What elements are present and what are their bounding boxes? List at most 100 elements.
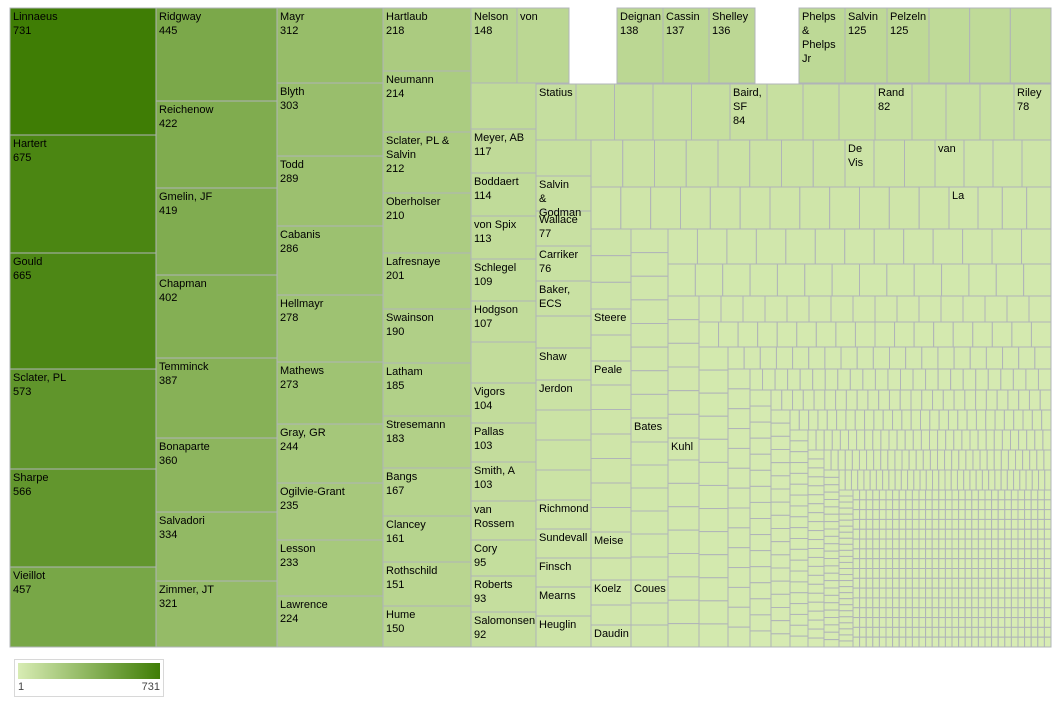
- tile-small-ao-11[interactable]: [823, 550, 840, 559]
- tile-small-ar-458[interactable]: [905, 636, 913, 648]
- tile-small-ar-439[interactable]: [977, 626, 986, 638]
- tile-small-m-9[interactable]: [859, 186, 890, 230]
- tile-small-aq-1[interactable]: [838, 495, 854, 503]
- tile-lawrence[interactable]: [276, 595, 384, 648]
- tile-small-aq-9[interactable]: [838, 543, 854, 551]
- tile-small-ar-0[interactable]: [852, 489, 861, 501]
- tile-small-ar-349[interactable]: [977, 597, 986, 609]
- tile-small-ai-4[interactable]: [770, 462, 791, 477]
- tile-small-ar-112[interactable]: [997, 518, 1006, 530]
- tile-small-ar-72[interactable]: [931, 509, 940, 520]
- tile-small-ar-360[interactable]: [852, 607, 861, 619]
- tile-small-ar-177[interactable]: [1030, 538, 1039, 550]
- tile-small-aa-12[interactable]: [962, 295, 986, 323]
- tile-small-ar-246[interactable]: [892, 568, 900, 579]
- tile-small-aq-12[interactable]: [838, 561, 854, 570]
- tile-small-am-10[interactable]: [807, 539, 825, 550]
- tile-small-al-1[interactable]: [815, 429, 825, 451]
- tile-small-an-2[interactable]: [837, 449, 846, 471]
- tile-small-ar-225[interactable]: [951, 558, 960, 569]
- tile-small-ab-16[interactable]: [1011, 321, 1032, 348]
- tile-small-al-14[interactable]: [920, 429, 931, 451]
- tile-peale[interactable]: [590, 360, 632, 386]
- tile-small-ah-24[interactable]: [1028, 389, 1041, 411]
- tile-small-b-0[interactable]: [575, 83, 615, 141]
- tile-small-ao-16[interactable]: [823, 587, 840, 596]
- tile-small-ap-15[interactable]: [932, 469, 940, 491]
- tile-small-ar-96[interactable]: [892, 518, 900, 530]
- tile-vigors[interactable]: [470, 382, 537, 424]
- tile-small-ag-15[interactable]: [749, 630, 772, 648]
- tile-small-ar-209[interactable]: [1043, 548, 1052, 560]
- tile-small-ap-7[interactable]: [882, 469, 890, 491]
- tile-cassin[interactable]: [662, 7, 710, 84]
- tile-small-ar-370[interactable]: [918, 607, 927, 619]
- tile-small-ah-20[interactable]: [985, 389, 998, 411]
- tile-hellmayr[interactable]: [276, 294, 384, 363]
- tile-small-ar-257[interactable]: [964, 568, 973, 579]
- tile-small-ar-410[interactable]: [984, 617, 993, 628]
- tile-small-ar-216[interactable]: [892, 558, 900, 569]
- tile-small-e-0[interactable]: [470, 82, 537, 130]
- tile-small-ar-407[interactable]: [964, 617, 973, 628]
- tile-small-ar-95[interactable]: [885, 518, 894, 530]
- tile-hartert[interactable]: [9, 134, 157, 254]
- tile-small-ah-3[interactable]: [802, 389, 815, 411]
- tile-small-ar-67[interactable]: [898, 509, 907, 520]
- tile-small-ab-3[interactable]: [757, 321, 778, 348]
- tile-small-j-1[interactable]: [622, 139, 655, 188]
- tile-gould[interactable]: [9, 252, 157, 370]
- tile-small-ar-73[interactable]: [938, 509, 946, 520]
- tile-small-ag-9[interactable]: [749, 534, 772, 552]
- tile-small-af-20[interactable]: [1000, 368, 1014, 391]
- tile-small-ar-387[interactable]: [1030, 607, 1039, 619]
- tile-small-ar-82[interactable]: [997, 509, 1006, 520]
- tile-small-ar-220[interactable]: [918, 558, 927, 569]
- tile-small-ai-1[interactable]: [770, 422, 791, 437]
- tile-linnaeus[interactable]: [9, 7, 157, 136]
- tile-small-ap-14[interactable]: [925, 469, 934, 491]
- tile-small-af-9[interactable]: [862, 368, 876, 391]
- tile-small-ar-476[interactable]: [1024, 636, 1032, 648]
- tile-small-ar-445[interactable]: [1017, 626, 1026, 638]
- tile-small-aa-13[interactable]: [984, 295, 1008, 323]
- tile-small-i-1[interactable]: [535, 439, 592, 471]
- tile-small-ak-3[interactable]: [789, 462, 809, 474]
- tile-small-ag-4[interactable]: [749, 453, 772, 471]
- tile-small-ar-34[interactable]: [878, 499, 887, 511]
- tile-small-ar-331[interactable]: [859, 597, 867, 609]
- tile-small-am-1[interactable]: [807, 458, 825, 469]
- tile-small-aq-4[interactable]: [838, 513, 854, 521]
- tile-small-t-7[interactable]: [630, 393, 669, 419]
- tile-small-ar-115[interactable]: [1017, 518, 1026, 530]
- tile-small-ar-380[interactable]: [984, 607, 993, 619]
- tile-small-ar-100[interactable]: [918, 518, 927, 530]
- tile-small-ar-376[interactable]: [958, 607, 966, 619]
- tile-small-ao-4[interactable]: [823, 499, 840, 508]
- tile-small-am-19[interactable]: [807, 619, 825, 630]
- tile-small-z-1[interactable]: [667, 482, 700, 508]
- tile-small-aj-10[interactable]: [882, 409, 894, 431]
- tile-small-al-11[interactable]: [896, 429, 906, 451]
- tile-small-ar-358[interactable]: [1037, 597, 1045, 609]
- tile-hartlaub[interactable]: [382, 7, 472, 72]
- tile-small-ar-270[interactable]: [852, 577, 861, 589]
- tile-small-ad-3[interactable]: [775, 346, 794, 370]
- tile-small-an-1[interactable]: [830, 449, 839, 471]
- tile-small-ao-0[interactable]: [823, 469, 840, 478]
- tile-small-ar-446[interactable]: [1024, 626, 1032, 638]
- tile-small-ab-10[interactable]: [894, 321, 915, 348]
- tile-small-ar-181[interactable]: [859, 548, 867, 560]
- tile-small-j-3[interactable]: [685, 139, 719, 188]
- tile-small-ar-287[interactable]: [964, 577, 973, 589]
- tile-small-ap-17[interactable]: [944, 469, 952, 491]
- tile-small-ar-75[interactable]: [951, 509, 960, 520]
- tile-small-ar-419[interactable]: [1043, 617, 1052, 628]
- tile-small-ar-268[interactable]: [1037, 568, 1045, 579]
- tile-pelzeln[interactable]: [886, 7, 930, 84]
- tile-small-ar-329[interactable]: [1043, 587, 1052, 599]
- tile-small-ar-140[interactable]: [984, 528, 993, 540]
- tile-small-ar-477[interactable]: [1030, 636, 1039, 648]
- tile-small-ar-303[interactable]: [872, 587, 880, 599]
- tile-small-ac-2[interactable]: [698, 392, 729, 417]
